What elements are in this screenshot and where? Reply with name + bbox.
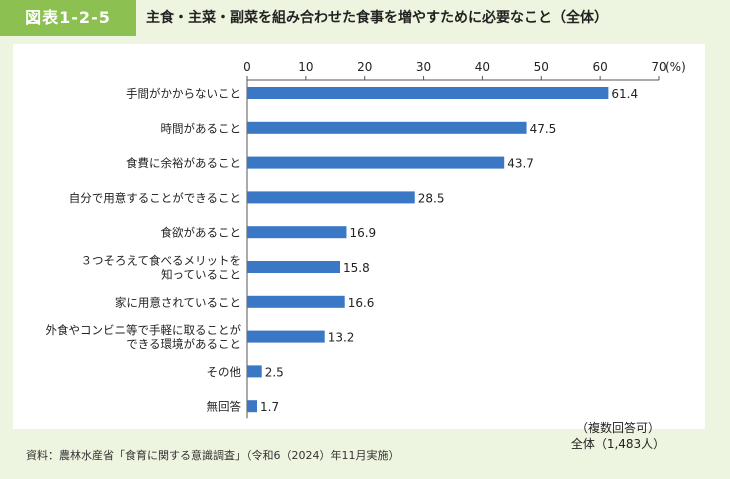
x-tick-label: 30: [416, 60, 431, 74]
category-label: 無回答: [207, 400, 242, 414]
category-label: 自分で用意することができること: [69, 191, 241, 205]
bar: [247, 330, 325, 343]
bar-value-label: 1.7: [260, 400, 279, 414]
note-sample-size: 全体（1,483人）: [570, 437, 666, 451]
bar-value-label: 47.5: [530, 122, 557, 136]
figure-header: 図表1-2-5 主食・主菜・副菜を組み合わせた食事を増やすために必要なこと（全体…: [0, 0, 730, 36]
bar-value-label: 16.6: [348, 296, 375, 310]
category-label: その他: [207, 365, 242, 379]
bar-value-label: 15.8: [343, 261, 370, 275]
category-label: 家に用意されていること: [115, 295, 241, 309]
bar-value-label: 13.2: [328, 331, 355, 345]
x-tick-label: 10: [298, 60, 313, 74]
bar: [247, 400, 258, 413]
x-tick-label: 60: [593, 60, 608, 74]
bar: [247, 261, 340, 273]
category-label: 時間があること: [161, 121, 242, 135]
x-tick-label: 20: [357, 60, 372, 74]
x-tick-label: 50: [534, 60, 549, 74]
category-label: 知っていること: [161, 268, 241, 282]
bar: [247, 365, 262, 378]
category-label: 食欲があること: [161, 226, 242, 240]
bar-value-label: 43.7: [507, 157, 534, 171]
figure-title: 主食・主菜・副菜を組み合わせた食事を増やすために必要なこと（全体）: [146, 10, 608, 26]
note-multiple-answers: （複数回答可）: [575, 421, 660, 435]
bar-chart: 0 10 20 30 40 50 60 70(%) 61.4 手間がかからないこと 47.5 時間があ…: [46, 60, 686, 419]
bar: [247, 87, 609, 99]
bar: [247, 226, 347, 239]
category-label: 食費に余裕があること: [126, 156, 241, 170]
category-label: 外食やコンビニ等で手軽に取ることが: [46, 323, 242, 337]
bar-value-label: 28.5: [418, 191, 445, 205]
bar: [247, 295, 345, 308]
x-unit-label: (%): [665, 60, 686, 74]
category-label: できる環境があること: [126, 337, 241, 351]
bar-value-label: 2.5: [265, 365, 284, 379]
figure-label-badge: 図表1-2-5: [0, 0, 136, 36]
chart-note: （複数回答可） 全体（1,483人）: [553, 420, 683, 452]
bar: [247, 156, 505, 169]
bar: [247, 121, 527, 134]
chart-panel: 0 10 20 30 40 50 60 70 (%) 61.4 手間がかからないこと 47.5 時間があ…: [13, 44, 705, 451]
bar-value-label: 16.9: [349, 226, 376, 240]
bar-value-label: 61.4: [611, 87, 638, 101]
source-note: 資料：農林水産省「食育に関する意識調査」（令和6（2024）年11月実施）: [26, 449, 400, 462]
category-label: 手間がかからないこと: [126, 87, 241, 101]
bar: [247, 191, 415, 204]
x-tick-label: 40: [475, 60, 490, 74]
category-label: ３つそろえて食べるメリットを: [81, 254, 241, 268]
x-tick-label: 0: [243, 60, 251, 74]
x-tick-label: 70: [651, 60, 666, 74]
